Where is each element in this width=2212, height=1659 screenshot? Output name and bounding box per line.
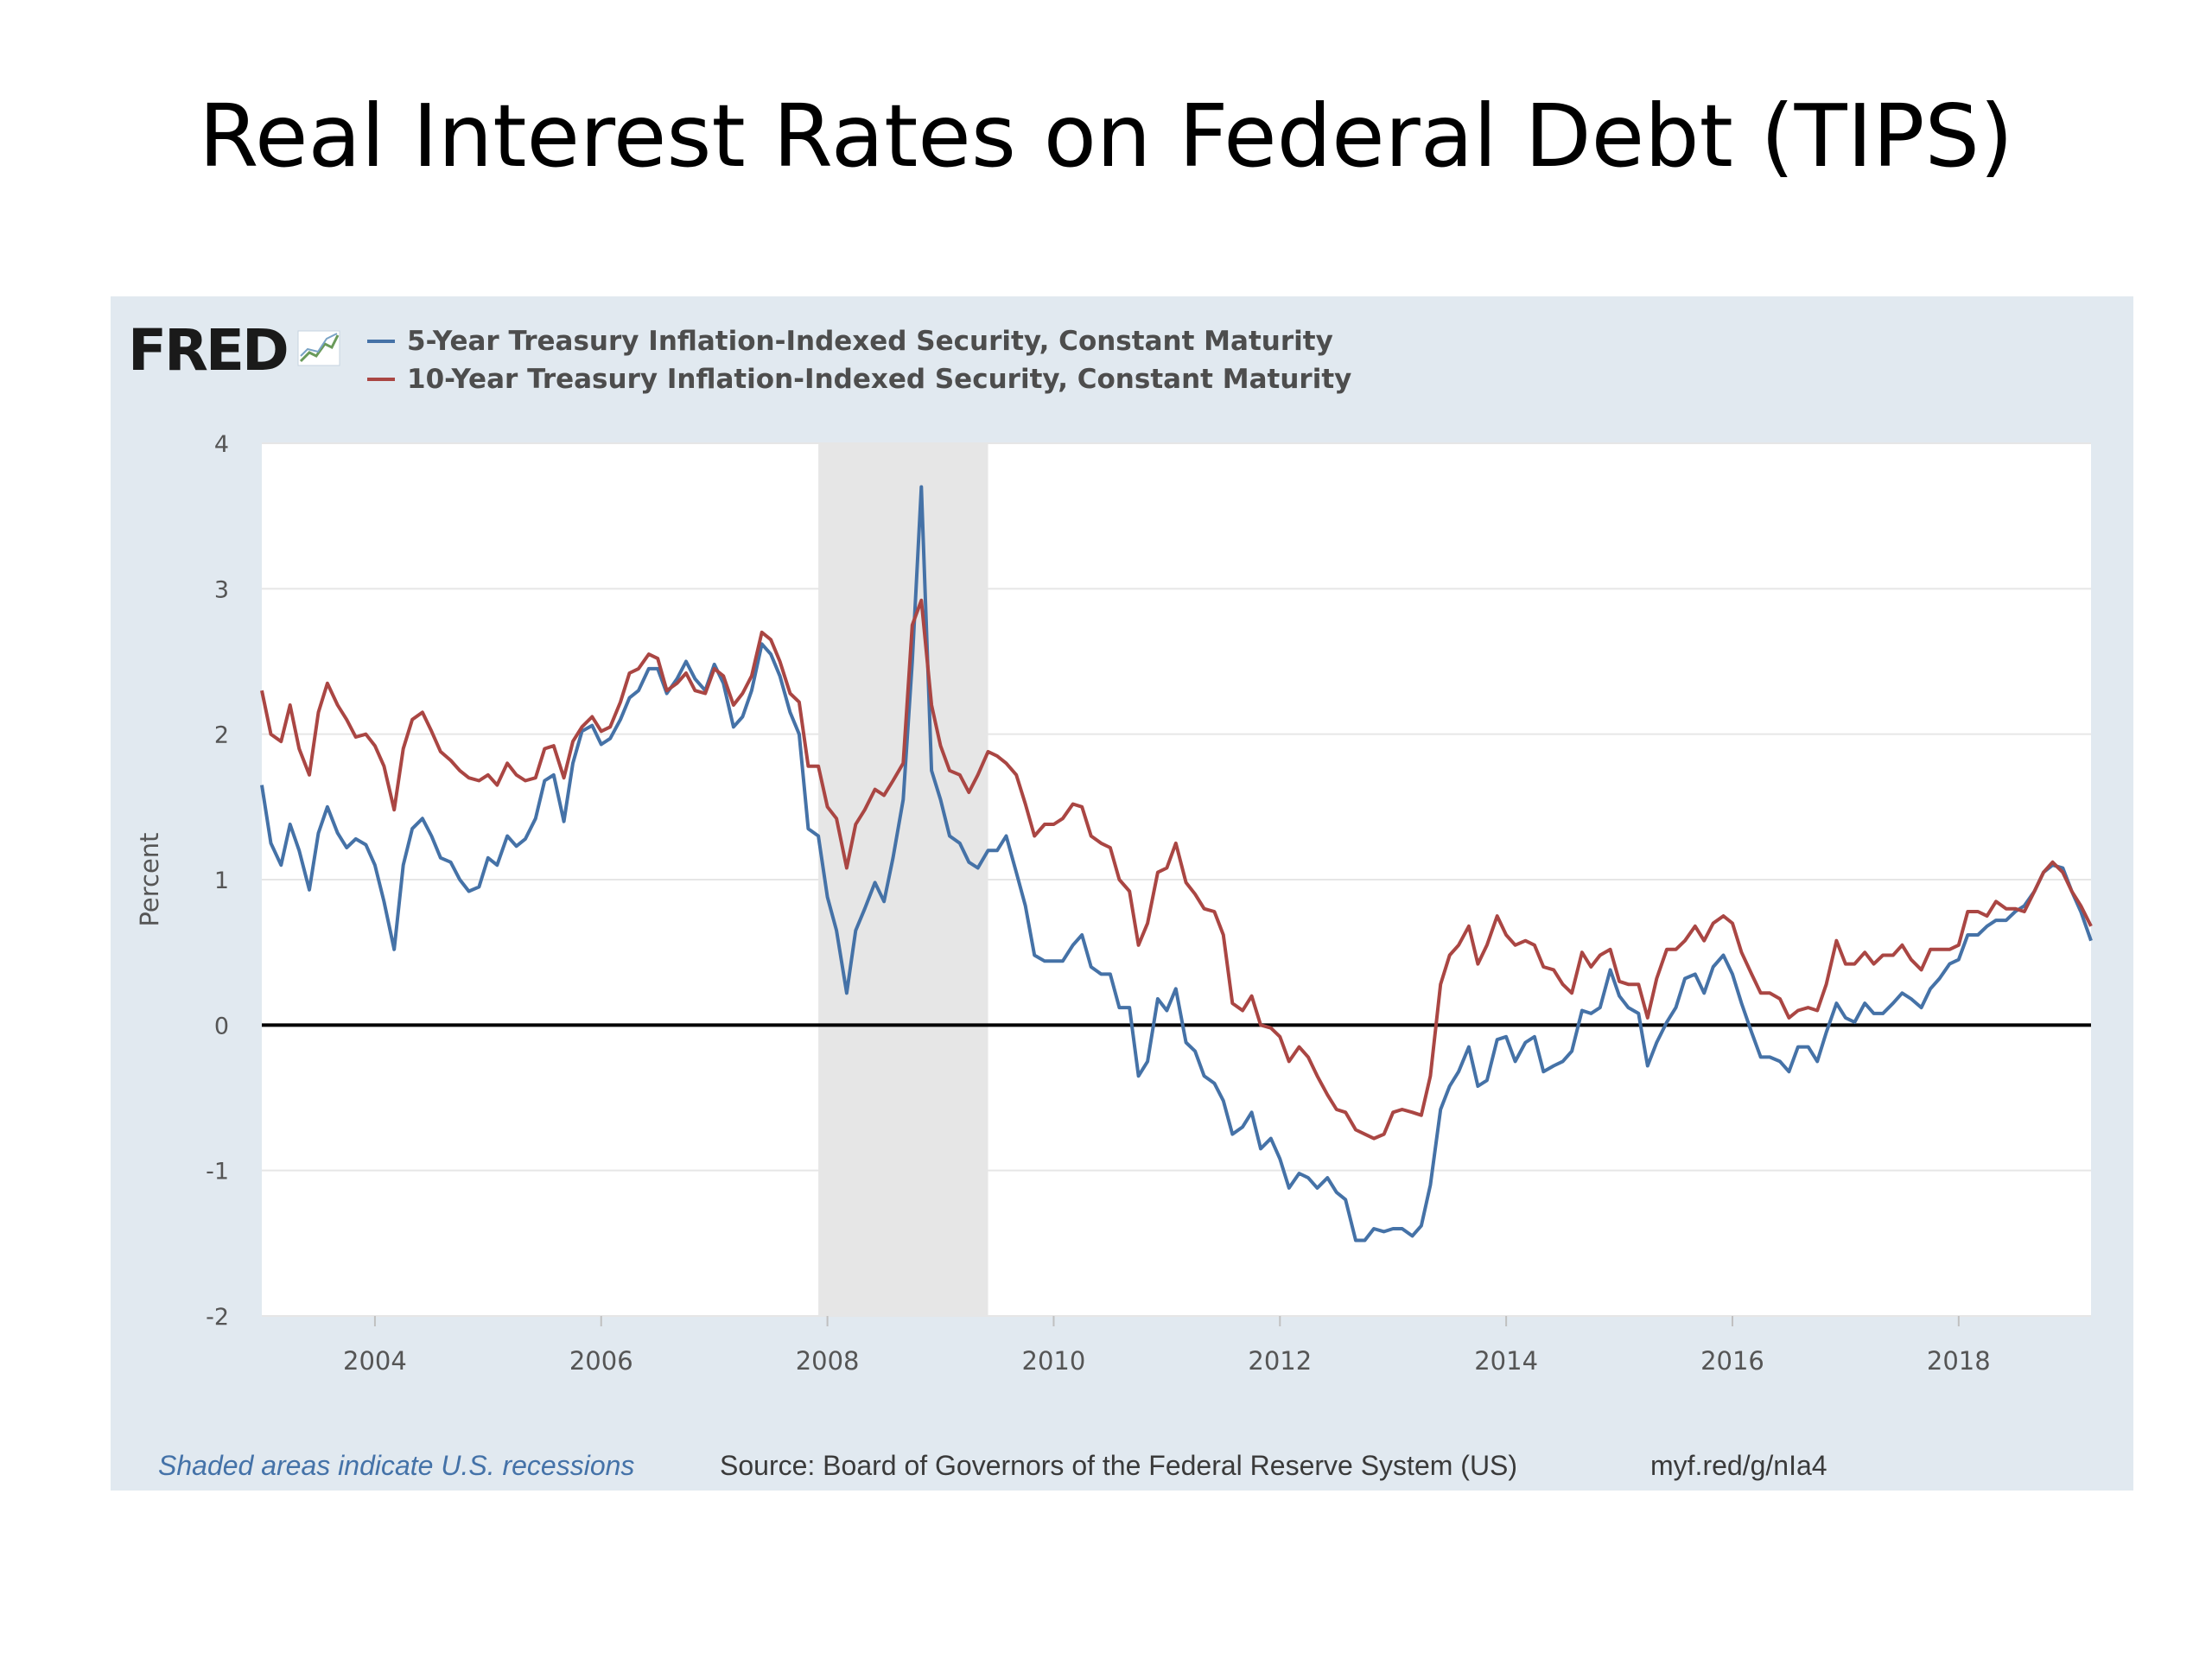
fred-logo[interactable]: FRED — [128, 315, 340, 385]
fred-logo-text: FRED — [128, 316, 289, 384]
y-tick-label: 1 — [214, 868, 229, 894]
x-tick-label: 2012 — [1248, 1346, 1312, 1376]
y-tick-label: 2 — [214, 722, 229, 749]
x-tick-label: 2006 — [569, 1346, 633, 1376]
y-tick-label: -1 — [206, 1159, 229, 1185]
x-tick-label: 2018 — [1927, 1346, 1991, 1376]
x-tick-label: 2010 — [1022, 1346, 1086, 1376]
source-note: Source: Board of Governors of the Federa… — [720, 1450, 1518, 1481]
y-tick-label: 0 — [214, 1013, 229, 1039]
legend-item-10yr[interactable]: 10-Year Treasury Inflation-Indexed Secur… — [367, 360, 1351, 398]
series-line-5yr — [260, 485, 2093, 1243]
legend-item-5yr[interactable]: 5-Year Treasury Inflation-Indexed Securi… — [367, 322, 1351, 360]
x-tick-label: 2014 — [1474, 1346, 1538, 1376]
series-line-10yr — [260, 598, 2093, 1141]
y-tick-label: -2 — [206, 1304, 229, 1331]
legend-swatch-5yr — [367, 340, 395, 343]
chart-canvas: -2 -1 0 1 2 3 4 2004 2006 2008 2010 2012 2014 2016 201… — [135, 431, 2093, 1376]
legend-label-10yr: 10-Year Treasury Inflation-Indexed Secur… — [407, 364, 1352, 395]
y-tick-label: 3 — [214, 576, 229, 603]
x-tick-label: 2016 — [1700, 1346, 1764, 1376]
slide-title: Real Interest Rates on Federal Debt (TIP… — [199, 86, 2013, 187]
chart-legend: 5-Year Treasury Inflation-Indexed Securi… — [367, 322, 1351, 398]
y-axis-label: Percent — [135, 832, 164, 926]
trend-chart-icon — [297, 330, 340, 371]
recession-note: Shaded areas indicate U.S. recessions — [158, 1450, 635, 1481]
chart-panel: FRED 5-Year Treasury Inflation-Indexed S… — [111, 296, 2133, 1491]
legend-label-5yr: 5-Year Treasury Inflation-Indexed Securi… — [407, 326, 1333, 357]
x-tick-label: 2004 — [343, 1346, 407, 1376]
y-tick-label: 4 — [214, 431, 229, 458]
legend-swatch-10yr — [367, 378, 395, 381]
short-link[interactable]: myf.red/g/nIa4 — [1650, 1450, 1827, 1481]
x-tick-label: 2008 — [796, 1346, 860, 1376]
